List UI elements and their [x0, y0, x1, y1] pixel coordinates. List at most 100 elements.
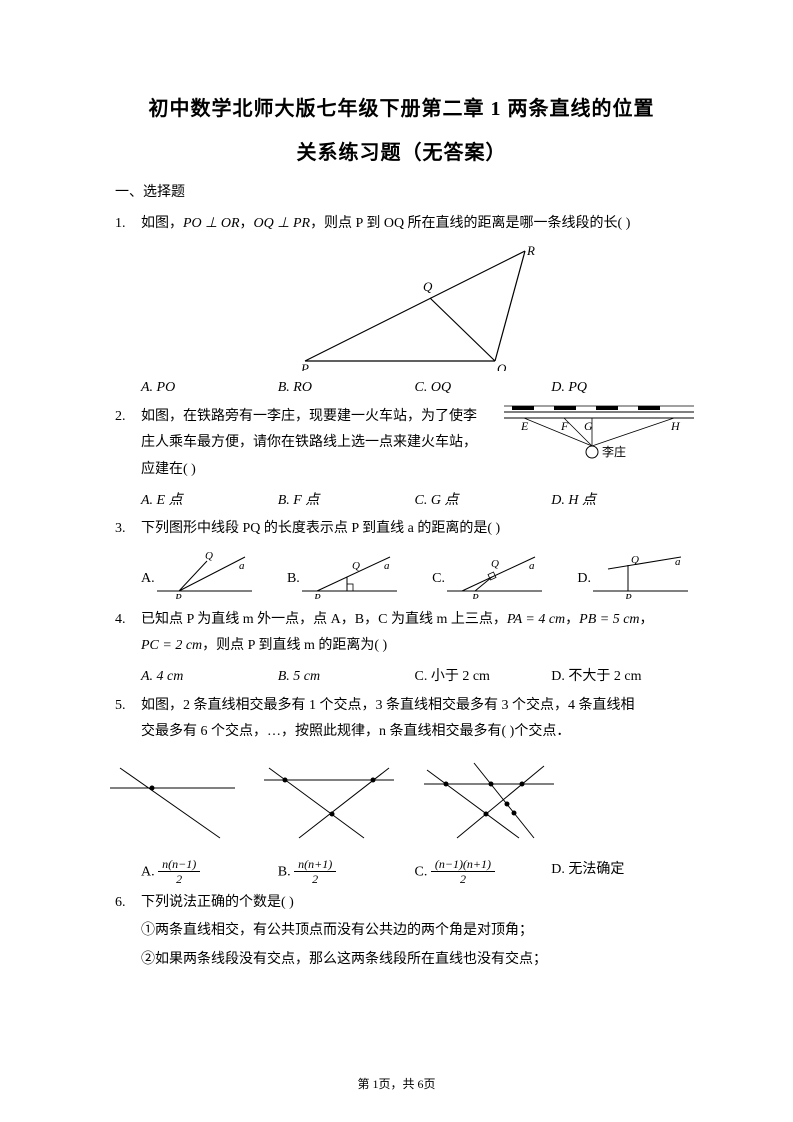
q3-fig-a: P Q a	[157, 549, 252, 599]
q5-number: 5.	[115, 693, 141, 720]
q3-opt-b: B. P Q a	[287, 549, 397, 599]
q1-text-post: ，则点 P 到 OQ 所在直线的距离是哪一条线段的长( )	[310, 216, 630, 231]
q6-number: 6.	[115, 890, 141, 917]
q5-line1: 如图，2 条直线相交最多有 1 个交点，3 条直线相交最多有 3 个交点，4 条…	[141, 693, 688, 720]
q5-fig-1	[105, 758, 240, 843]
q4-pb: PB = 5 cm	[579, 612, 639, 627]
question-6: 6. 下列说法正确的个数是( ) ①两条直线相交，有公共顶点而没有公共边的两个角…	[115, 890, 688, 974]
question-2: 2. 如图，在铁路旁有一李庄，现要建一火车站，为了使李 庄人乘车最方便，请你在铁…	[115, 404, 688, 514]
q1-text: 如图，PO ⊥ OR，OQ ⊥ PR，则点 P 到 OQ 所在直线的距离是哪一条…	[141, 211, 688, 238]
page-footer: 第 1页，共 6页	[0, 1073, 793, 1096]
q5-a-den: 2	[158, 872, 200, 888]
q4-pa: PA = 4 cm	[507, 612, 565, 627]
q1-label-p: P	[300, 361, 309, 371]
q5-b-num: n(n+1)	[294, 857, 336, 872]
q2-label-li: 李庄	[602, 444, 626, 459]
q2-opt-c: C. G 点	[415, 493, 459, 508]
q3-b-label: B.	[287, 566, 300, 599]
q4-end: ，	[640, 612, 654, 627]
q2-label-e: E	[520, 419, 529, 433]
q5-line2: 交最多有 6 个交点，…，按照此规律，n 条直线相交最多有( )个交点．	[141, 719, 688, 746]
q3-c-label: C.	[432, 566, 445, 599]
q1-formula-1: PO ⊥ OR	[183, 216, 240, 231]
q3-a-label: A.	[141, 566, 155, 599]
q1-text-pre: 如图，	[141, 216, 183, 231]
q4-l2a: PC = 2 cm	[141, 638, 202, 653]
q2-figure: E F G H 李庄	[504, 404, 694, 464]
q3c-q: Q	[491, 558, 499, 570]
question-5: 5. 如图，2 条直线相交最多有 1 个交点，3 条直线相交最多有 3 个交点，…	[115, 693, 688, 746]
q5-opt-a: A. n(n−1)2	[141, 857, 278, 888]
q1-label-q: Q	[423, 279, 433, 294]
q3c-a: a	[529, 560, 535, 572]
q1-number: 1.	[115, 211, 141, 238]
q5-c-den: 2	[431, 872, 495, 888]
q1-opt-d: D. PQ	[551, 380, 587, 395]
q4-l1a: 已知点 P 为直线 m 外一点，点 A，B，C 为直线 m 上三点，	[141, 612, 507, 627]
q2-opt-d: D. H 点	[551, 493, 596, 508]
q3-number: 3.	[115, 516, 141, 543]
q2-line1: 如图，在铁路旁有一李庄，现要建一火车站，为了使李	[141, 404, 501, 431]
q1-opt-b: B. RO	[278, 380, 312, 395]
question-1: 1. 如图，PO ⊥ OR，OQ ⊥ PR，则点 P 到 OQ 所在直线的距离是…	[115, 211, 688, 402]
q3d-p: P	[624, 592, 632, 599]
question-3: 3. 下列图形中线段 PQ 的长度表示点 P 到直线 a 的距离的是( ) A.…	[115, 516, 688, 605]
q1-label-o: O	[497, 361, 507, 371]
q2-label-h: H	[670, 419, 681, 433]
question-4: 4. 已知点 P 为直线 m 外一点，点 A，B，C 为直线 m 上三点，PA …	[115, 607, 688, 691]
q4-line1: 已知点 P 为直线 m 外一点，点 A，B，C 为直线 m 上三点，PA = 4…	[141, 607, 688, 634]
q4-line2: PC = 2 cm，则点 P 到直线 m 的距离为( )	[141, 633, 688, 660]
q4-opt-a: A. 4 cm	[141, 669, 183, 684]
q4-l2b: ，则点 P 到直线 m 的距离为( )	[202, 638, 387, 653]
section-heading: 一、选择题	[115, 180, 688, 207]
q5-c-num: (n−1)(n+1)	[431, 857, 495, 872]
q2-options: A. E 点 B. F 点 C. G 点 D. H 点	[141, 488, 688, 515]
q1-figure: P O Q R	[275, 241, 555, 371]
q3-opt-d: D. P Q a	[577, 549, 688, 599]
q4-opt-d: D. 不大于 2 cm	[551, 664, 688, 691]
q5-opt-c: C. (n−1)(n+1)2	[415, 857, 552, 888]
title-line-1: 初中数学北师大版七年级下册第二章 1 两条直线的位置	[115, 90, 688, 128]
q3c-p: P	[471, 592, 479, 599]
q6-stmt-1: ①两条直线相交，有公共顶点而没有公共边的两个角是对顶角；	[141, 918, 688, 945]
q5-fig-3	[419, 758, 559, 843]
q3-fig-b: P Q a	[302, 549, 397, 599]
q3-text: 下列图形中线段 PQ 的长度表示点 P 到直线 a 的距离的是( )	[141, 516, 688, 543]
q5-c-label: C.	[415, 864, 428, 879]
q3d-a: a	[675, 556, 681, 568]
title-line-2: 关系练习题（无答案）	[115, 134, 688, 172]
q2-label-g: G	[584, 419, 593, 433]
q4-options: A. 4 cm B. 5 cm C. 小于 2 cm D. 不大于 2 cm	[141, 664, 688, 691]
q4-opt-b: B. 5 cm	[278, 669, 320, 684]
q5-options: A. n(n−1)2 B. n(n+1)2 C. (n−1)(n+1)2 D. …	[141, 857, 688, 888]
q6-text: 下列说法正确的个数是( )	[141, 890, 688, 917]
q4-opt-c: C. 小于 2 cm	[415, 664, 552, 691]
q3b-p: P	[313, 592, 321, 599]
q3-opt-a: A. P Q a	[141, 549, 252, 599]
q1-opt-c: C. OQ	[415, 380, 452, 395]
q3a-p: P	[174, 592, 182, 599]
q4-sep1: ，	[565, 612, 579, 627]
q6-stmt-2: ②如果两条线段没有交点，那么这两条线段所在直线也没有交点；	[141, 947, 688, 974]
q3-fig-c: P Q a	[447, 549, 542, 599]
q3a-a: a	[239, 560, 245, 572]
q3d-q: Q	[631, 554, 639, 566]
q2-number: 2.	[115, 404, 141, 431]
q3-d-label: D.	[577, 566, 591, 599]
q4-number: 4.	[115, 607, 141, 634]
q5-a-label: A.	[141, 864, 155, 879]
q5-fig-2	[259, 758, 399, 843]
q5-a-num: n(n−1)	[158, 857, 200, 872]
q5-b-label: B.	[278, 864, 291, 879]
q1-opt-a: A. PO	[141, 380, 175, 395]
q2-label-f: F	[560, 419, 569, 433]
q3-fig-d: P Q a	[593, 549, 688, 599]
q3b-q: Q	[352, 560, 360, 572]
q5-opt-b: B. n(n+1)2	[278, 857, 415, 888]
q2-opt-a: A. E 点	[141, 493, 183, 508]
q1-sep: ，	[240, 216, 254, 231]
q2-opt-b: B. F 点	[278, 493, 320, 508]
q5-b-den: 2	[294, 872, 336, 888]
q1-options: A. PO B. RO C. OQ D. PQ	[141, 375, 688, 402]
q3-opt-c: C. P Q a	[432, 549, 542, 599]
